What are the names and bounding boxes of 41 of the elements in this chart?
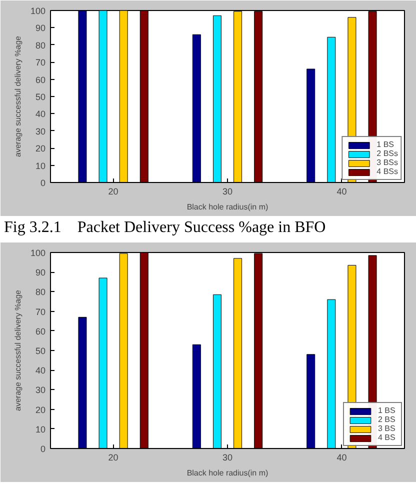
y-tick-label: 90 xyxy=(35,268,46,278)
y-tick-label: 50 xyxy=(35,92,46,102)
legend-label: 2 BS xyxy=(378,415,396,424)
y-tick-label: 0 xyxy=(40,444,46,454)
legend-label: 4 BS xyxy=(378,433,396,442)
y-tick-label: 20 xyxy=(35,144,46,154)
y-tick-label: 100 xyxy=(30,248,46,258)
y-axis-title: average successful delivery %age xyxy=(13,289,22,411)
y-tick-label: 20 xyxy=(35,404,46,415)
legend-label: 1 BS xyxy=(376,140,395,149)
x-tick-label: 40 xyxy=(336,186,347,196)
y-tick-label: 70 xyxy=(35,306,46,317)
y-tick-label: 80 xyxy=(35,287,46,298)
y-tick-label: 60 xyxy=(35,74,46,85)
x-tick-label: 30 xyxy=(222,186,233,196)
caption: Fig 3.2.1 Packet Delivery Success %age in BFO xyxy=(4,218,326,238)
x-tick-label: 40 xyxy=(336,452,347,462)
x-tick-label: 20 xyxy=(108,186,118,196)
x-axis-title: Black hole radius(in m) xyxy=(186,202,269,212)
y-tick-label: 90 xyxy=(35,23,46,34)
y-tick-label: 40 xyxy=(35,109,46,120)
x-tick-label: 20 xyxy=(108,452,118,462)
y-tick-label: 30 xyxy=(35,126,46,136)
y-tick-label: 10 xyxy=(35,160,46,171)
y-tick-label: 50 xyxy=(35,346,46,356)
legend-label: 3 BS xyxy=(378,424,396,433)
y-tick-label: 10 xyxy=(35,424,46,434)
y-tick-label: 100 xyxy=(30,6,46,16)
y-axis-title: average successful delivery %age xyxy=(13,35,22,157)
y-tick-label: 60 xyxy=(35,326,46,336)
x-axis-title: Black hole radius(in m) xyxy=(186,468,269,478)
x-tick-label: 30 xyxy=(222,452,233,462)
legend-label: 1 BS xyxy=(378,406,396,415)
legend-label: 4 BSs xyxy=(376,167,398,176)
y-tick-label: 0 xyxy=(40,178,46,188)
y-tick-label: 40 xyxy=(35,366,46,376)
legend-label: 2 BSs xyxy=(376,149,398,158)
y-tick-label: 70 xyxy=(35,58,46,68)
legend-label: 3 BSs xyxy=(376,158,398,167)
y-tick-label: 30 xyxy=(35,385,46,396)
y-tick-label: 80 xyxy=(35,40,46,50)
